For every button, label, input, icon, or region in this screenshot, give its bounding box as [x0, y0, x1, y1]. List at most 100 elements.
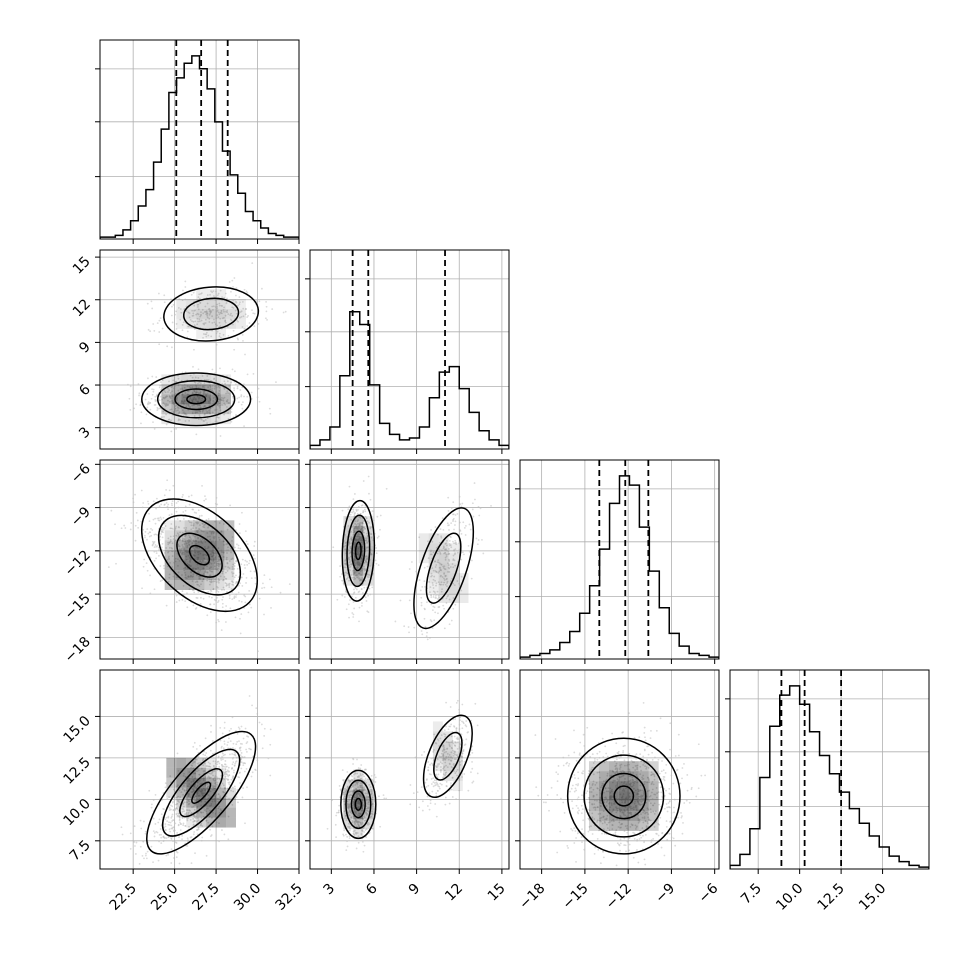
scatter-point	[242, 797, 244, 799]
scatter-point	[161, 547, 163, 549]
scatter-point	[188, 496, 190, 498]
scatter-point	[193, 833, 195, 835]
scatter-point	[241, 726, 243, 728]
scatter-point	[136, 878, 138, 880]
density-cell	[459, 593, 469, 603]
scatter-point	[154, 546, 156, 548]
scatter-point	[235, 596, 237, 598]
density-cell	[449, 553, 459, 563]
scatter-point	[172, 827, 174, 829]
scatter-point	[461, 533, 463, 535]
y-tick-label: −9	[68, 504, 94, 530]
density-cell	[165, 520, 175, 530]
scatter-point	[462, 721, 464, 723]
scatter-point	[356, 589, 358, 591]
scatter-point	[240, 613, 242, 615]
density-cell	[439, 533, 449, 543]
scatter-point	[136, 512, 138, 514]
scatter-point	[338, 805, 340, 807]
scatter-point	[144, 535, 146, 537]
scatter-point	[383, 794, 385, 796]
scatter-point	[247, 373, 249, 375]
scatter-point	[221, 599, 223, 601]
scatter-point	[223, 747, 225, 749]
scatter-point	[145, 855, 147, 857]
scatter-point	[376, 516, 378, 518]
scatter-point	[242, 401, 244, 403]
panel-1-1	[305, 250, 509, 454]
scatter-point	[244, 289, 246, 291]
scatter-point	[420, 597, 422, 599]
scatter-point	[166, 873, 168, 875]
scatter-point	[232, 286, 234, 288]
scatter-point	[221, 747, 223, 749]
scatter-point	[186, 592, 188, 594]
scatter-point	[256, 713, 258, 715]
scatter-point	[155, 557, 157, 559]
scatter-point	[238, 547, 240, 549]
density-cell	[439, 573, 449, 583]
scatter-point	[222, 606, 224, 608]
panel-0-0	[95, 40, 299, 244]
scatter-point	[251, 309, 253, 311]
scatter-point	[452, 796, 454, 798]
scatter-point	[366, 600, 368, 602]
y-tick-label: 12.5	[60, 754, 93, 787]
density-cell	[204, 570, 214, 580]
x-tick-label: 32.5	[272, 881, 305, 914]
scatter-point	[201, 840, 203, 842]
scatter-point	[375, 776, 377, 778]
scatter-point	[369, 594, 371, 596]
scatter-point	[254, 577, 256, 579]
scatter-point	[171, 805, 173, 807]
scatter-point	[150, 846, 152, 848]
scatter-point	[234, 754, 236, 756]
scatter-point	[165, 855, 167, 857]
scatter-point	[454, 736, 456, 738]
scatter-point	[181, 496, 183, 498]
scatter-point	[431, 783, 433, 785]
scatter-point	[156, 552, 158, 554]
scatter-point	[246, 564, 248, 566]
scatter-point	[233, 597, 235, 599]
scatter-point	[146, 406, 148, 408]
scatter-point	[163, 517, 165, 519]
scatter-point	[146, 528, 148, 530]
scatter-point	[421, 786, 423, 788]
panel-3-2	[515, 670, 719, 897]
scatter-point	[129, 409, 131, 411]
scatter-point	[153, 551, 155, 553]
scatter-point	[207, 591, 209, 593]
scatter-point	[158, 547, 160, 549]
scatter-point	[219, 727, 221, 729]
scatter-point	[270, 728, 272, 730]
scatter-point	[440, 771, 442, 773]
scatter-point	[178, 600, 180, 602]
scatter-point	[368, 493, 370, 495]
scatter-point	[270, 607, 272, 609]
density-cell	[224, 560, 234, 570]
density-cell	[226, 808, 236, 818]
scatter-point	[218, 621, 220, 623]
scatter-point	[429, 764, 431, 766]
scatter-point	[449, 536, 451, 538]
scatter-point	[450, 724, 452, 726]
scatter-point	[436, 775, 438, 777]
scatter-point	[349, 486, 351, 488]
scatter-point	[192, 746, 194, 748]
scatter-point	[431, 791, 433, 793]
scatter-point	[477, 724, 479, 726]
scatter-point	[212, 740, 214, 742]
scatter-point	[143, 821, 145, 823]
scatter-point	[159, 818, 161, 820]
scatter-point	[193, 831, 195, 833]
scatter-point	[443, 608, 445, 610]
scatter-point	[171, 513, 173, 515]
scatter-point	[231, 598, 233, 600]
scatter-point	[362, 592, 364, 594]
scatter-point	[147, 501, 149, 503]
scatter-point	[145, 531, 147, 533]
scatter-point	[229, 607, 231, 609]
scatter-point	[241, 756, 243, 758]
scatter-point	[364, 845, 366, 847]
